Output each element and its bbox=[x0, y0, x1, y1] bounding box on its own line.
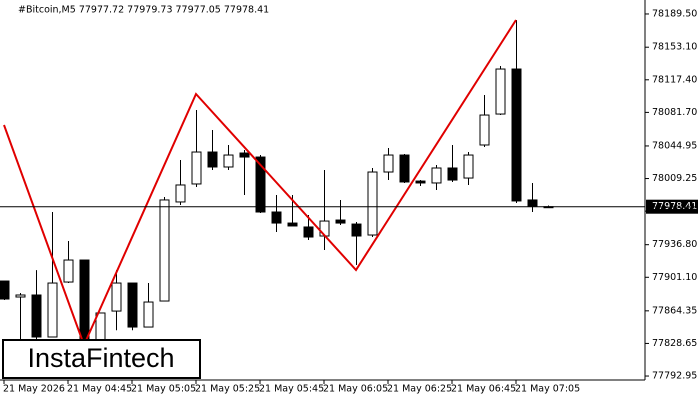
candle-body bbox=[15, 294, 26, 298]
y-tick-label: 78081.70 bbox=[652, 107, 697, 118]
candle-body bbox=[271, 211, 282, 224]
candle-body bbox=[335, 219, 346, 224]
candle-body bbox=[127, 282, 138, 328]
candle-body bbox=[319, 220, 330, 237]
logo: InstaFintech bbox=[27, 343, 174, 373]
candle-body bbox=[191, 151, 202, 185]
candle-body bbox=[223, 154, 234, 168]
candle-body bbox=[447, 167, 458, 181]
candle-body bbox=[159, 199, 170, 302]
candle-body bbox=[143, 301, 154, 328]
last-price-box bbox=[646, 199, 698, 214]
x-tick-label: 21 May 05:25 bbox=[195, 384, 260, 395]
x-tick-label: 21 May 04:45 bbox=[67, 384, 132, 395]
candle-body bbox=[431, 167, 442, 184]
candle-body bbox=[175, 184, 186, 203]
y-tick-label: 77828.65 bbox=[652, 338, 697, 349]
candle-body bbox=[303, 226, 314, 238]
plot-area bbox=[0, 19, 554, 346]
candle-body bbox=[399, 154, 410, 183]
y-tick-label: 77792.95 bbox=[652, 371, 697, 382]
x-tick-label: 21 May 05:45 bbox=[259, 384, 324, 395]
candle-body bbox=[351, 223, 362, 237]
y-tick-label: 78044.95 bbox=[652, 140, 697, 151]
candle-body bbox=[511, 68, 522, 202]
candle-body bbox=[495, 68, 506, 115]
candle-body bbox=[79, 259, 90, 346]
y-tick-label: 78009.25 bbox=[652, 173, 697, 184]
x-tick-label: 21 May 05:05 bbox=[131, 384, 196, 395]
candle-body bbox=[255, 156, 266, 213]
pattern-line bbox=[3, 19, 517, 348]
candle-body bbox=[367, 171, 378, 236]
y-tick-label: 78117.40 bbox=[652, 74, 697, 85]
candle-body bbox=[239, 152, 250, 158]
y-tick-label: 77864.35 bbox=[652, 305, 697, 316]
candle-body bbox=[111, 282, 122, 312]
x-tick-label: 21 May 07:05 bbox=[515, 384, 580, 395]
x-tick-label: 21 May 06:45 bbox=[451, 384, 516, 395]
candle-body bbox=[383, 154, 394, 173]
last-price-label: 77978.41 bbox=[652, 201, 697, 212]
candle-body bbox=[527, 199, 538, 207]
x-tick-label: 21 May 06:25 bbox=[387, 384, 452, 395]
x-tick-label: 21 May 06:05 bbox=[323, 384, 388, 395]
candle-body bbox=[287, 222, 298, 227]
candle-body bbox=[63, 259, 74, 283]
candle-body bbox=[47, 282, 58, 338]
y-tick-label: 78189.50 bbox=[652, 8, 697, 19]
y-tick-label: 77901.10 bbox=[652, 272, 697, 283]
candle-body bbox=[463, 154, 474, 179]
candle-body bbox=[415, 180, 426, 184]
logo-box bbox=[2, 339, 201, 379]
chart-title: #Bitcoin,M5 77977.72 77979.73 77977.05 7… bbox=[18, 5, 269, 16]
candle-body bbox=[207, 151, 218, 168]
candle-body bbox=[479, 114, 490, 146]
y-tick-label: 78153.10 bbox=[652, 42, 697, 53]
candle-body bbox=[0, 280, 10, 300]
candle-body bbox=[31, 294, 42, 338]
y-tick-label: 77973.55 bbox=[652, 206, 697, 217]
overlay: 77978.41 bbox=[0, 199, 698, 214]
x-tick-label: 21 May 2026 bbox=[3, 384, 65, 395]
y-tick-label: 77936.80 bbox=[652, 239, 697, 250]
